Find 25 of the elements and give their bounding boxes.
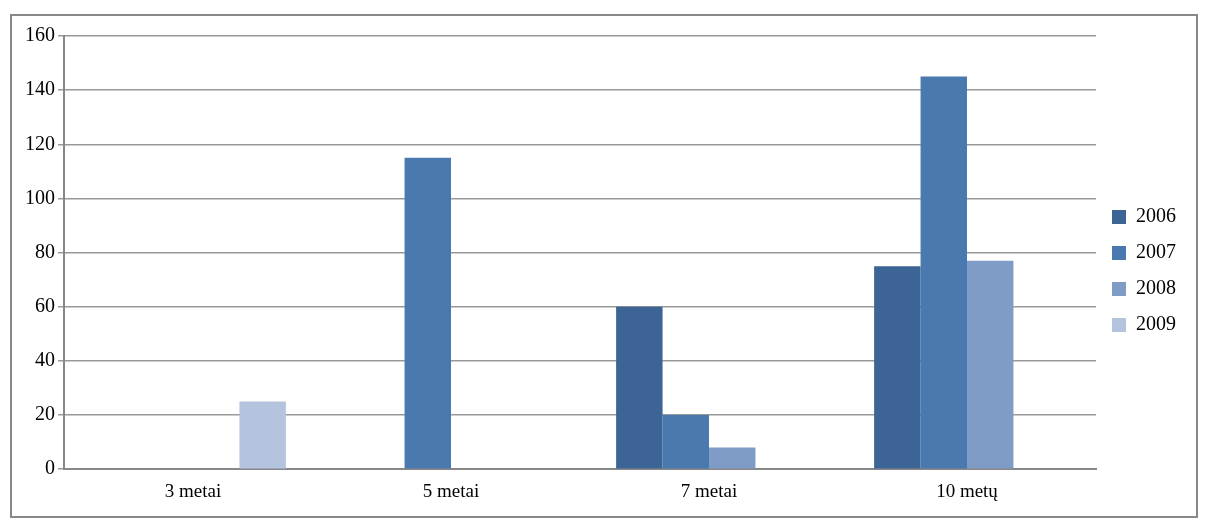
bar [662, 415, 709, 469]
bar [616, 306, 663, 469]
y-tick-label: 0 [45, 456, 55, 479]
x-tick-label: 7 metai [680, 479, 738, 501]
x-tick-label: 10 metų [936, 479, 999, 501]
y-tick-label: 140 [25, 77, 55, 100]
y-tick-label: 160 [25, 23, 55, 46]
bar [967, 260, 1014, 469]
legend-label: 2006 [1136, 204, 1176, 227]
y-tick-label: 20 [35, 402, 55, 425]
x-tick-label: 3 metai [164, 479, 222, 501]
legend-label: 2009 [1136, 312, 1176, 335]
bar [920, 76, 967, 469]
bar [874, 266, 921, 469]
y-tick-label: 100 [25, 185, 55, 208]
y-tick-label: 120 [25, 131, 55, 154]
bar [404, 157, 451, 469]
y-tick-label: 60 [35, 294, 55, 316]
bar [239, 401, 286, 469]
legend-label: 2008 [1136, 276, 1176, 299]
legend-label: 2007 [1136, 240, 1176, 263]
y-tick-label: 40 [35, 348, 55, 371]
y-tick-label: 80 [35, 239, 55, 262]
bar [709, 447, 756, 469]
x-tick-label: 5 metai [422, 479, 480, 501]
